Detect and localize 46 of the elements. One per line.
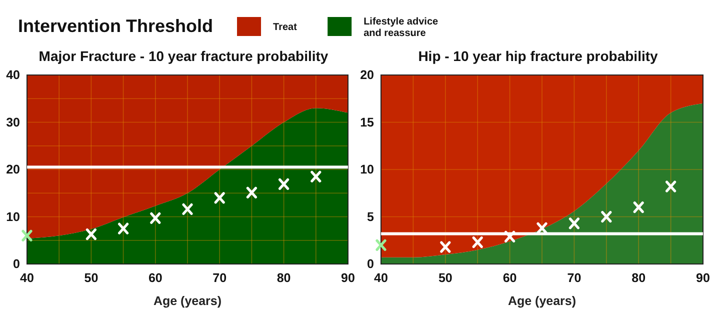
x-tick-label: 50 — [438, 270, 452, 285]
x-tick-label: 80 — [276, 270, 291, 285]
point — [472, 236, 483, 248]
point — [118, 222, 129, 234]
legend-label: Treat — [273, 22, 298, 33]
x-tick-label: 60 — [148, 270, 162, 285]
y-tick-label: 15 — [360, 115, 374, 130]
x-axis-title: Age (years) — [153, 294, 222, 308]
y-tick-label: 10 — [6, 210, 20, 224]
x-tick-label: 90 — [341, 270, 355, 285]
x-tick-label: 70 — [212, 270, 227, 285]
point — [150, 212, 161, 224]
point — [22, 230, 32, 242]
point — [214, 192, 225, 204]
x-tick-label: 60 — [502, 270, 517, 285]
y-tick-label: 0 — [367, 257, 374, 271]
point — [310, 170, 322, 182]
x-tick-label: 50 — [84, 270, 98, 285]
x-tick-label: 40 — [20, 270, 34, 285]
y-tick-label: 20 — [6, 162, 20, 176]
y-tick-label: 0 — [13, 257, 20, 271]
point — [278, 178, 290, 190]
point — [440, 241, 451, 253]
point — [568, 218, 580, 230]
y-tick-label: 5 — [367, 210, 374, 224]
point — [504, 230, 516, 242]
point — [86, 228, 96, 240]
point — [536, 222, 548, 234]
point — [601, 210, 612, 223]
x-tick-label: 70 — [567, 270, 582, 285]
point — [376, 239, 386, 251]
legend-label: Lifestyle advice and reassure — [364, 16, 439, 39]
point — [246, 186, 257, 198]
point — [666, 180, 676, 192]
y-tick-label: 30 — [6, 115, 20, 130]
x-axis-title: Age (years) — [508, 294, 576, 308]
y-tick-label: 10 — [360, 162, 374, 176]
y-tick-label: 20 — [360, 68, 374, 82]
point — [182, 203, 193, 215]
chart-title: Hip - 10 year hip fracture probability — [418, 48, 658, 64]
legend-title: Intervention Threshold — [18, 16, 214, 36]
point — [633, 202, 644, 214]
y-tick-label: 40 — [6, 68, 20, 82]
x-tick-label: 90 — [696, 270, 710, 285]
chart-title: Major Fracture - 10 year fracture probability — [38, 48, 328, 64]
x-tick-label: 80 — [632, 270, 646, 285]
